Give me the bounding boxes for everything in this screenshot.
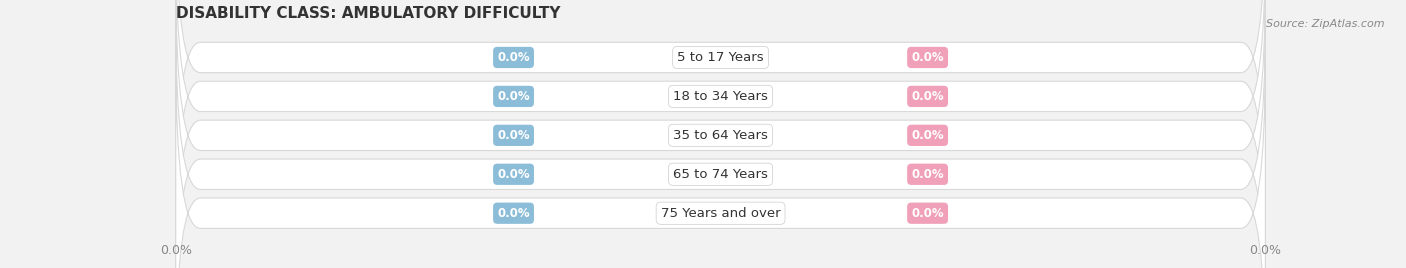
FancyBboxPatch shape — [176, 0, 1265, 256]
FancyBboxPatch shape — [176, 14, 1265, 268]
Text: 0.0%: 0.0% — [911, 168, 943, 181]
Text: 65 to 74 Years: 65 to 74 Years — [673, 168, 768, 181]
Text: 18 to 34 Years: 18 to 34 Years — [673, 90, 768, 103]
Text: 75 Years and over: 75 Years and over — [661, 207, 780, 220]
Text: 0.0%: 0.0% — [498, 51, 530, 64]
Text: 0.0%: 0.0% — [498, 90, 530, 103]
FancyBboxPatch shape — [176, 0, 1265, 218]
Text: 0.0%: 0.0% — [498, 207, 530, 220]
Text: Source: ZipAtlas.com: Source: ZipAtlas.com — [1267, 19, 1385, 29]
Text: 0.0%: 0.0% — [911, 90, 943, 103]
Text: 0.0%: 0.0% — [498, 129, 530, 142]
Text: 0.0%: 0.0% — [498, 168, 530, 181]
Text: 0.0%: 0.0% — [911, 51, 943, 64]
FancyBboxPatch shape — [176, 53, 1265, 268]
FancyBboxPatch shape — [176, 0, 1265, 268]
Text: 5 to 17 Years: 5 to 17 Years — [678, 51, 763, 64]
Text: 35 to 64 Years: 35 to 64 Years — [673, 129, 768, 142]
Text: 0.0%: 0.0% — [911, 207, 943, 220]
Text: 0.0%: 0.0% — [911, 129, 943, 142]
Text: DISABILITY CLASS: AMBULATORY DIFFICULTY: DISABILITY CLASS: AMBULATORY DIFFICULTY — [176, 6, 560, 21]
